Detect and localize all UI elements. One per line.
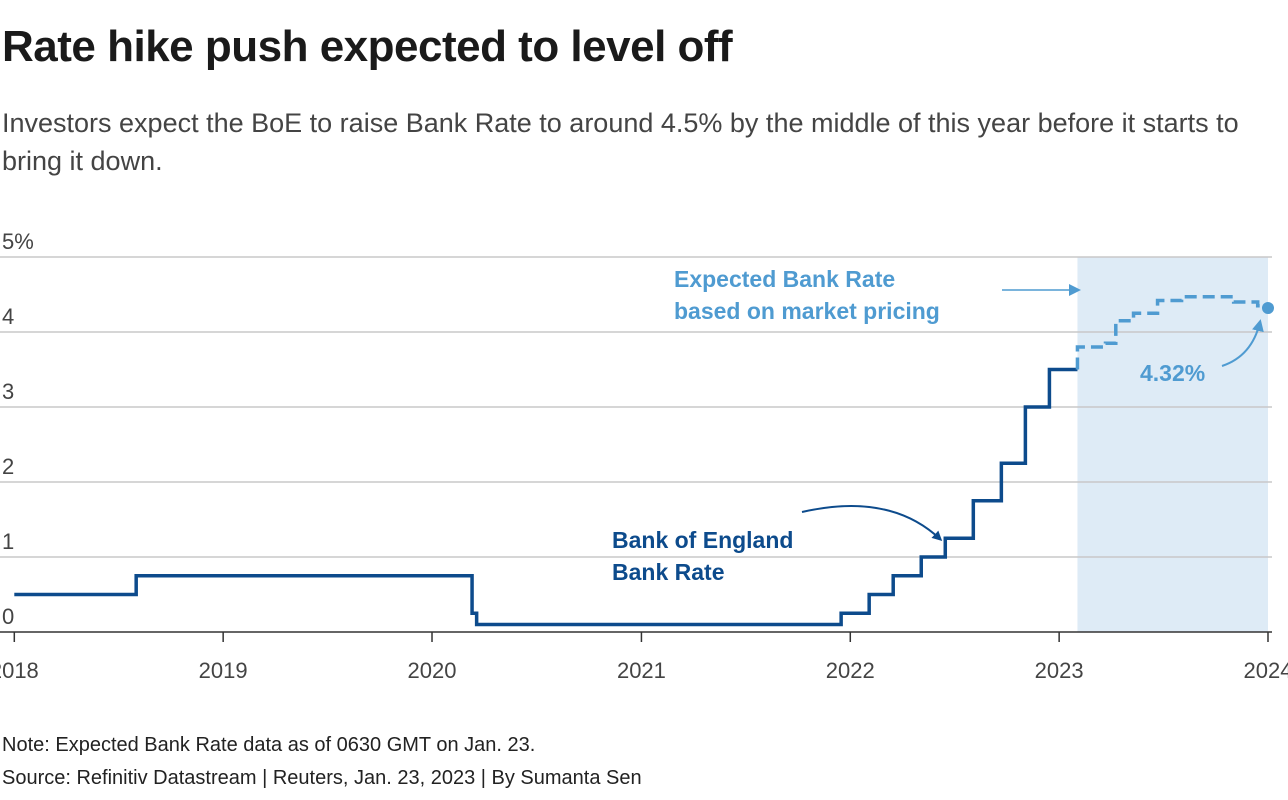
y-tick-label: 4 bbox=[2, 304, 14, 329]
chart-title: Rate hike push expected to level off bbox=[2, 22, 733, 71]
chart-note: Note: Expected Bank Rate data as of 0630… bbox=[2, 734, 536, 756]
x-tick-label: 2021 bbox=[617, 658, 666, 683]
annotation-expected-rate-line-2: based on market pricing bbox=[674, 298, 940, 324]
y-tick-label: 3 bbox=[2, 379, 14, 404]
expected-end-point bbox=[1261, 302, 1274, 314]
annotation-expected-rate: Expected Bank Rate based on market prici… bbox=[674, 266, 940, 324]
annotation-bank-rate-line-1: Bank of England bbox=[612, 527, 793, 553]
annotation-expected-rate-line-1: Expected Bank Rate bbox=[674, 266, 895, 292]
x-tick-label: 2019 bbox=[199, 658, 248, 683]
series-expected-rate-line bbox=[1075, 295, 1270, 370]
gridlines bbox=[0, 256, 1272, 558]
x-tick-label: 2022 bbox=[826, 658, 875, 683]
x-axis-ticks: 2018 2019 2020 2021 2022 2023 2024 bbox=[0, 632, 1288, 683]
x-tick-label: 2024 bbox=[1244, 658, 1288, 683]
y-tick-label: 0 bbox=[2, 604, 14, 629]
annotation-bank-rate: Bank of England Bank Rate bbox=[612, 527, 800, 585]
y-axis-labels: 0 1 2 3 4 5% bbox=[2, 229, 34, 629]
y-tick-label: 1 bbox=[2, 529, 14, 554]
y-tick-label: 5% bbox=[2, 229, 34, 254]
chart-subtitle: Investors expect the BoE to raise Bank R… bbox=[2, 108, 1239, 176]
x-tick-label: 2018 bbox=[0, 658, 39, 683]
rate-chart: 0 1 2 3 4 5% 2018 2019 2020 2021 2022 2023 2024 Ban… bbox=[0, 229, 1288, 683]
y-tick-label: 2 bbox=[2, 454, 14, 479]
annotation-end-value: 4.32% bbox=[1140, 360, 1205, 386]
x-tick-label: 2020 bbox=[408, 658, 457, 683]
chart-source: Source: Refinitiv Datastream | Reuters, … bbox=[2, 767, 642, 789]
annotation-end-value-arrow bbox=[1221, 319, 1264, 367]
x-tick-label: 2023 bbox=[1035, 658, 1084, 683]
annotation-bank-rate-arrow bbox=[801, 505, 943, 542]
forecast-shade bbox=[1077, 257, 1268, 632]
series-bank-rate-line bbox=[14, 367, 1078, 627]
annotation-bank-rate-line-2: Bank Rate bbox=[612, 559, 724, 585]
